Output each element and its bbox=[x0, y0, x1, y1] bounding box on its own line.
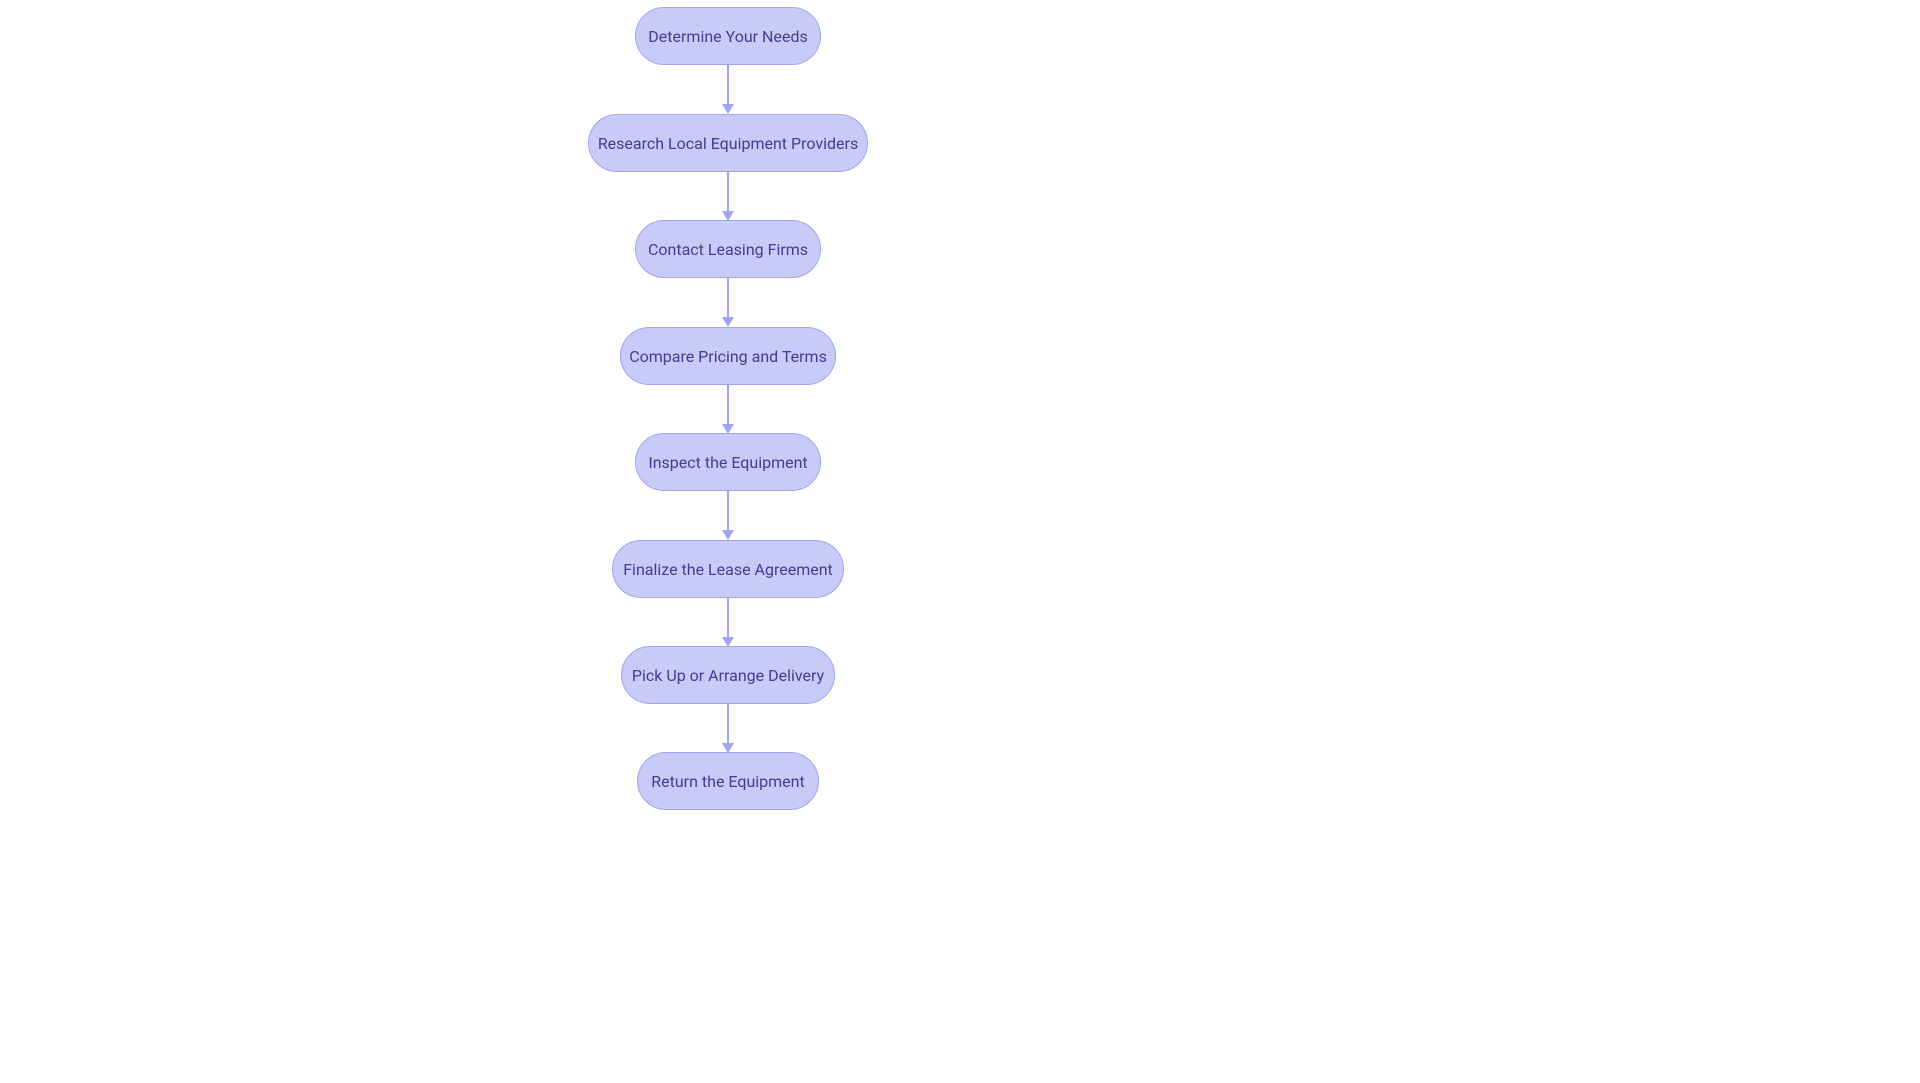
flowchart-node: Pick Up or Arrange Delivery bbox=[621, 646, 835, 704]
flowchart-node: Finalize the Lease Agreement bbox=[612, 540, 844, 598]
flowchart-arrow bbox=[727, 491, 729, 530]
flowchart-arrow bbox=[727, 704, 729, 743]
node-label: Return the Equipment bbox=[651, 772, 804, 791]
flowchart-node: Inspect the Equipment bbox=[635, 433, 821, 491]
flowchart-arrow bbox=[727, 278, 729, 317]
node-label: Inspect the Equipment bbox=[648, 453, 807, 472]
node-label: Contact Leasing Firms bbox=[648, 240, 808, 259]
flowchart-arrow bbox=[727, 385, 729, 424]
flowchart-arrowhead bbox=[722, 530, 734, 540]
node-label: Compare Pricing and Terms bbox=[629, 347, 827, 366]
flowchart-node: Research Local Equipment Providers bbox=[588, 114, 868, 172]
flowchart-arrow bbox=[727, 598, 729, 637]
flowchart-arrowhead bbox=[722, 211, 734, 221]
node-label: Determine Your Needs bbox=[648, 27, 807, 46]
flowchart-node: Determine Your Needs bbox=[635, 7, 821, 65]
flowchart-container: Determine Your Needs Research Local Equi… bbox=[0, 0, 1920, 1083]
flowchart-arrowhead bbox=[722, 424, 734, 434]
flowchart-arrowhead bbox=[722, 104, 734, 114]
flowchart-arrowhead bbox=[722, 637, 734, 647]
flowchart-arrowhead bbox=[722, 317, 734, 327]
flowchart-node: Return the Equipment bbox=[637, 752, 819, 810]
flowchart-node: Compare Pricing and Terms bbox=[620, 327, 836, 385]
flowchart-node: Contact Leasing Firms bbox=[635, 220, 821, 278]
node-label: Pick Up or Arrange Delivery bbox=[632, 666, 824, 685]
flowchart-arrowhead bbox=[722, 743, 734, 753]
flowchart-arrow bbox=[727, 172, 729, 211]
node-label: Finalize the Lease Agreement bbox=[623, 560, 833, 579]
node-label: Research Local Equipment Providers bbox=[598, 134, 858, 153]
flowchart-arrow bbox=[727, 65, 729, 104]
